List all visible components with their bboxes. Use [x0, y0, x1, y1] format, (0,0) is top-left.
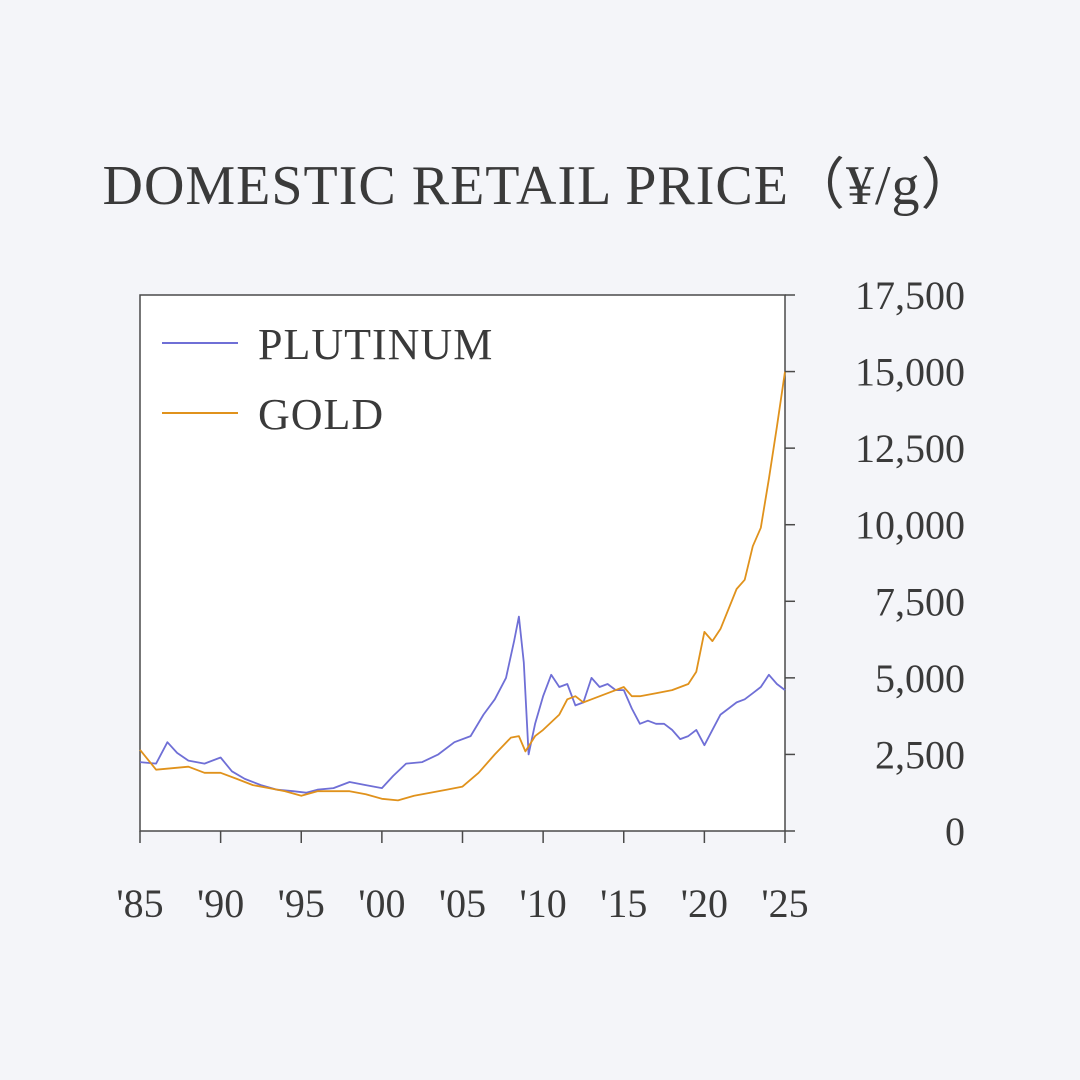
y-tick-label: 2,500 — [875, 732, 965, 777]
x-tick-label: '10 — [520, 881, 567, 926]
x-tick-label: '00 — [358, 881, 405, 926]
legend: PLUTINUM GOLD — [162, 320, 493, 439]
legend-label-gold: GOLD — [258, 390, 384, 439]
x-tick-label: '15 — [600, 881, 647, 926]
y-tick-label: 5,000 — [875, 656, 965, 701]
y-tick-label: 12,500 — [855, 426, 965, 471]
x-tick-label: '90 — [197, 881, 244, 926]
x-axis: '85 '90 '95 '00 '05 '10 '15 '20 '25 — [116, 831, 809, 926]
x-tick-label: '05 — [439, 881, 486, 926]
legend-label-plutinum: PLUTINUM — [258, 320, 493, 369]
plot-area — [139, 294, 786, 832]
chart-title: DOMESTIC RETAIL PRICE（¥/g） — [102, 155, 978, 217]
y-axis: 0 2,500 5,000 7,500 10,000 12,500 15,000 17,500 — [785, 273, 965, 854]
series-layer — [139, 371, 786, 802]
y-tick-label: 15,000 — [855, 350, 965, 395]
x-tick-label: '95 — [278, 881, 325, 926]
y-tick-label: 10,000 — [855, 503, 965, 548]
x-tick-label: '25 — [761, 881, 808, 926]
series-line-gold — [139, 371, 786, 802]
x-tick-label: '85 — [116, 881, 163, 926]
y-tick-label: 17,500 — [855, 273, 965, 318]
y-tick-label: 0 — [945, 809, 965, 854]
x-tick-label: '20 — [681, 881, 728, 926]
y-tick-label: 7,500 — [875, 579, 965, 624]
